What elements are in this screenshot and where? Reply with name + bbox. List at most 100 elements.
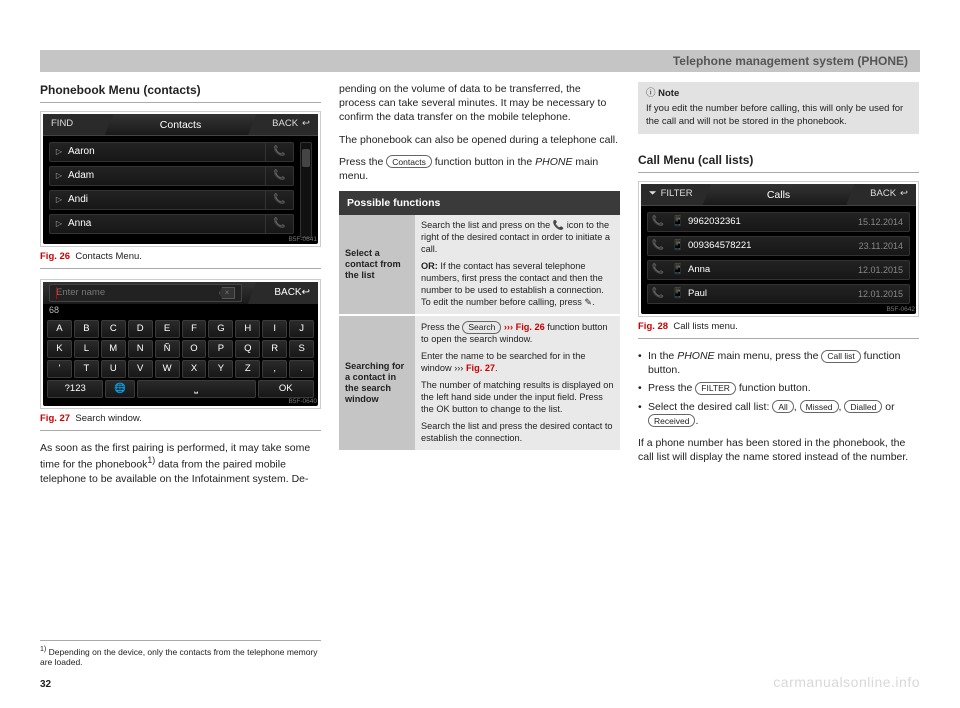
call-row[interactable]: 📞 📱 009364578221 23.11.2014 — [647, 236, 910, 256]
kb-key[interactable]: M — [101, 340, 126, 358]
calls-filter-tab[interactable]: ⏷ FILTER — [641, 184, 711, 205]
pf-row-2: Searching for a contact in the search wi… — [339, 316, 620, 450]
call-name: 9962032361 — [688, 216, 858, 229]
kb-key[interactable]: ' — [47, 360, 72, 378]
kb-key[interactable]: T — [74, 360, 99, 378]
kb-key[interactable]: X — [182, 360, 207, 378]
scroll-thumb[interactable] — [302, 149, 310, 167]
pf1-label: Select a contact from the list — [339, 215, 415, 314]
kb-key[interactable]: , — [262, 360, 287, 378]
kb-key[interactable]: D — [128, 320, 153, 338]
pf1-r2: OR: If the contact has several telephone… — [421, 261, 614, 309]
kb-key[interactable]: Y — [208, 360, 233, 378]
contact-row[interactable]: ▷ Adam 📞 — [49, 166, 294, 186]
filter-icon: ⏷ — [649, 188, 657, 201]
kb-key[interactable]: K — [47, 340, 72, 358]
contact-row[interactable]: ▷ Andi 📞 — [49, 190, 294, 210]
kb-key-sym[interactable]: ?123 — [47, 380, 103, 398]
kb-key[interactable]: A — [47, 320, 72, 338]
filter-label: FILTER — [661, 188, 693, 201]
call-icon[interactable]: 📞 — [265, 143, 293, 161]
pf2-content: Press the Search ››› Fig. 26 function bu… — [415, 316, 620, 450]
kb-key-globe[interactable]: 🌐 — [105, 380, 134, 398]
pf-header: Possible functions — [339, 191, 620, 215]
calls-title: Calls — [711, 188, 846, 202]
kb-key[interactable]: P — [208, 340, 233, 358]
call-row[interactable]: 📞 📱 Anna 12.01.2015 — [647, 260, 910, 280]
kb-key[interactable]: E — [155, 320, 180, 338]
call-direction-icon: 📞 — [648, 287, 668, 301]
call-icon[interactable]: 📞 — [265, 167, 293, 185]
kb-result-count: 68 — [43, 304, 318, 318]
expand-icon: ▷ — [50, 147, 68, 158]
col2-p1: pending on the volume of data to be tran… — [339, 82, 620, 125]
page: Telephone management system (PHONE) Phon… — [0, 0, 960, 708]
call-row[interactable]: 📞 📱 Paul 12.01.2015 — [647, 284, 910, 304]
contacts-back-button[interactable]: BACK ↩ — [248, 114, 318, 135]
contacts-list: ▷ Aaron 📞 ▷ Adam 📞 ▷ Andi — [49, 142, 294, 238]
kb-key[interactable]: J — [289, 320, 314, 338]
fig26-box: FIND Contacts BACK ↩ ▷ Aaron 📞 — [40, 111, 321, 247]
kb-back-button[interactable]: BACK ↩ — [248, 282, 318, 304]
cursor-icon — [56, 287, 57, 299]
kb-input[interactable]: Enter name × — [49, 284, 242, 302]
fig28-caption: Fig. 28 Call lists menu. — [638, 321, 919, 339]
kb-key[interactable]: G — [208, 320, 233, 338]
kb-key[interactable]: F — [182, 320, 207, 338]
kb-key[interactable]: L — [74, 340, 99, 358]
kb-key[interactable]: Ñ — [155, 340, 180, 358]
call-date: 23.11.2014 — [859, 240, 903, 252]
call-icon[interactable]: 📞 — [265, 191, 293, 209]
call-row[interactable]: 📞 📱 9962032361 15.12.2014 — [647, 212, 910, 232]
note-body: If you edit the number before calling, t… — [646, 103, 911, 128]
kb-key[interactable]: R — [262, 340, 287, 358]
call-icon[interactable]: 📞 — [265, 215, 293, 233]
kb-key[interactable]: H — [235, 320, 260, 338]
contact-row[interactable]: ▷ Aaron 📞 — [49, 142, 294, 162]
kb-key[interactable]: N — [128, 340, 153, 358]
kb-key[interactable]: V — [128, 360, 153, 378]
contact-name: Andi — [68, 193, 265, 207]
contacts-header: FIND Contacts BACK ↩ — [43, 114, 318, 136]
scrollbar[interactable] — [300, 142, 312, 238]
call-date: 12.01.2015 — [858, 264, 903, 276]
backspace-icon[interactable]: × — [219, 287, 235, 299]
kb-key[interactable]: . — [289, 360, 314, 378]
t: main menu, press the — [715, 350, 822, 362]
fig26-caption: Fig. 26 Contacts Menu. — [40, 251, 321, 269]
t: function button in the — [432, 156, 535, 168]
column-1: Phonebook Menu (contacts) FIND Contacts … — [40, 82, 321, 494]
kb-key[interactable]: B — [74, 320, 99, 338]
kb-key[interactable]: Q — [235, 340, 260, 358]
contacts-title: Contacts — [113, 118, 248, 132]
t: . — [695, 415, 698, 427]
contacts-find-tab[interactable]: FIND — [43, 114, 113, 135]
col2-p2: The phonebook can also be opened during … — [339, 133, 620, 147]
kb-key[interactable]: S — [289, 340, 314, 358]
keyboard-screen: Enter name × BACK ↩ 68 A B C — [43, 282, 318, 406]
kb-key[interactable]: I — [262, 320, 287, 338]
kb-key[interactable]: W — [155, 360, 180, 378]
contact-name: Aaron — [68, 145, 265, 159]
col1-heading: Phonebook Menu (contacts) — [40, 82, 321, 103]
kb-key[interactable]: O — [182, 340, 207, 358]
expand-icon: ▷ — [50, 195, 68, 206]
kb-key[interactable]: U — [101, 360, 126, 378]
all-button: All — [772, 400, 793, 413]
call-direction-icon: 📞 — [648, 263, 668, 277]
missed-button: Missed — [800, 400, 839, 413]
t: . — [495, 363, 498, 373]
call-date: 12.01.2015 — [858, 288, 903, 300]
fig28-box: ⏷ FILTER Calls BACK ↩ 📞 📱 99 — [638, 181, 919, 317]
expand-icon: ▷ — [50, 171, 68, 182]
col3-p4: If a phone number has been stored in the… — [638, 436, 919, 464]
kb-key-space[interactable]: ⎵ — [137, 380, 256, 398]
device-icon: 📱 — [668, 287, 688, 301]
t: PHONE — [677, 350, 714, 362]
kb-key[interactable]: Z — [235, 360, 260, 378]
contact-row[interactable]: ▷ Anna 📞 — [49, 214, 294, 234]
kb-key[interactable]: C — [101, 320, 126, 338]
calls-back-button[interactable]: BACK ↩ — [846, 184, 916, 205]
t: Fig. 26 — [516, 322, 545, 332]
kb-key-ok[interactable]: OK — [258, 380, 314, 398]
